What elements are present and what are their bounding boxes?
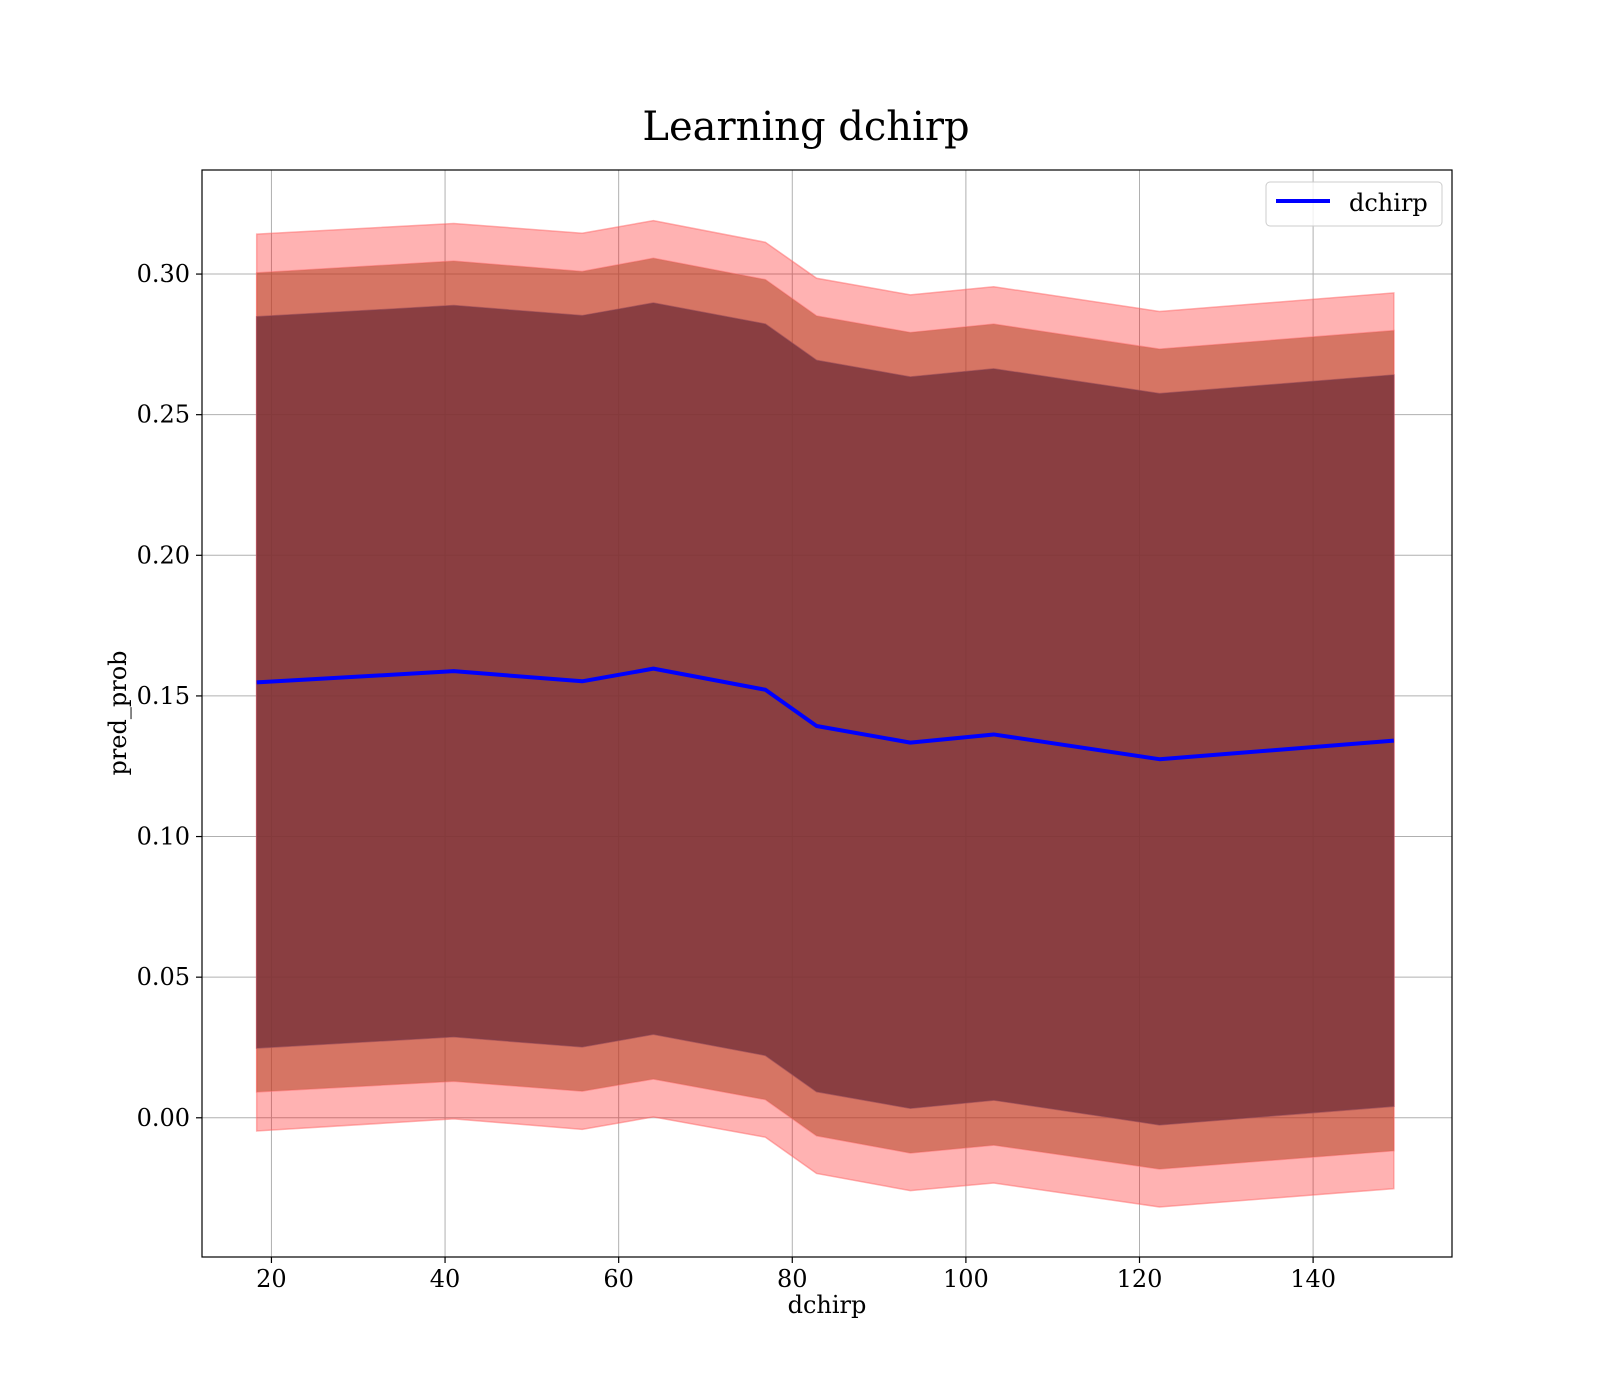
chart-title: Learning dchirp <box>642 104 969 150</box>
x-tick-label-2: 60 <box>603 1265 634 1293</box>
inner-band-top <box>255 302 1395 1126</box>
x-tick-label-0: 20 <box>256 1265 287 1293</box>
x-tick-label-4: 100 <box>943 1265 989 1293</box>
x-axis-ticks: 20 40 60 80 100 120 140 <box>256 1257 1336 1293</box>
y-tick-label-4: 0.20 <box>137 541 190 569</box>
series-line-dchirp <box>256 666 1394 762</box>
y-axis-label: pred_prob <box>104 650 132 775</box>
y-tick-label-2: 0.10 <box>137 823 190 851</box>
legend-box <box>1265 181 1443 227</box>
y-axis-ticks: 0.00 0.05 0.10 0.15 0.20 0.25 0.30 <box>137 260 202 1132</box>
y-tick-label-6: 0.30 <box>137 260 190 288</box>
confidence-bands <box>255 219 1395 1208</box>
x-tick-label-3: 80 <box>777 1265 808 1293</box>
x-tick-label-5: 120 <box>1117 1265 1163 1293</box>
plot-area-frame <box>201 169 1453 1258</box>
x-axis-label: dchirp <box>788 1291 867 1319</box>
x-tick-label-6: 140 <box>1290 1265 1336 1293</box>
y-tick-label-1: 0.05 <box>137 963 190 991</box>
middle-band-overlay <box>256 258 1394 1169</box>
series-lines <box>256 666 1394 762</box>
inner-band-overlay <box>256 303 1394 1125</box>
y-tick-label-0: 0.00 <box>137 1104 190 1132</box>
legend: dchirp <box>1265 181 1443 227</box>
legend-label: dchirp <box>1349 189 1428 217</box>
y-tick-label-5: 0.25 <box>137 401 190 429</box>
y-tick-label-3: 0.15 <box>137 682 190 710</box>
x-tick-label-1: 40 <box>430 1265 461 1293</box>
